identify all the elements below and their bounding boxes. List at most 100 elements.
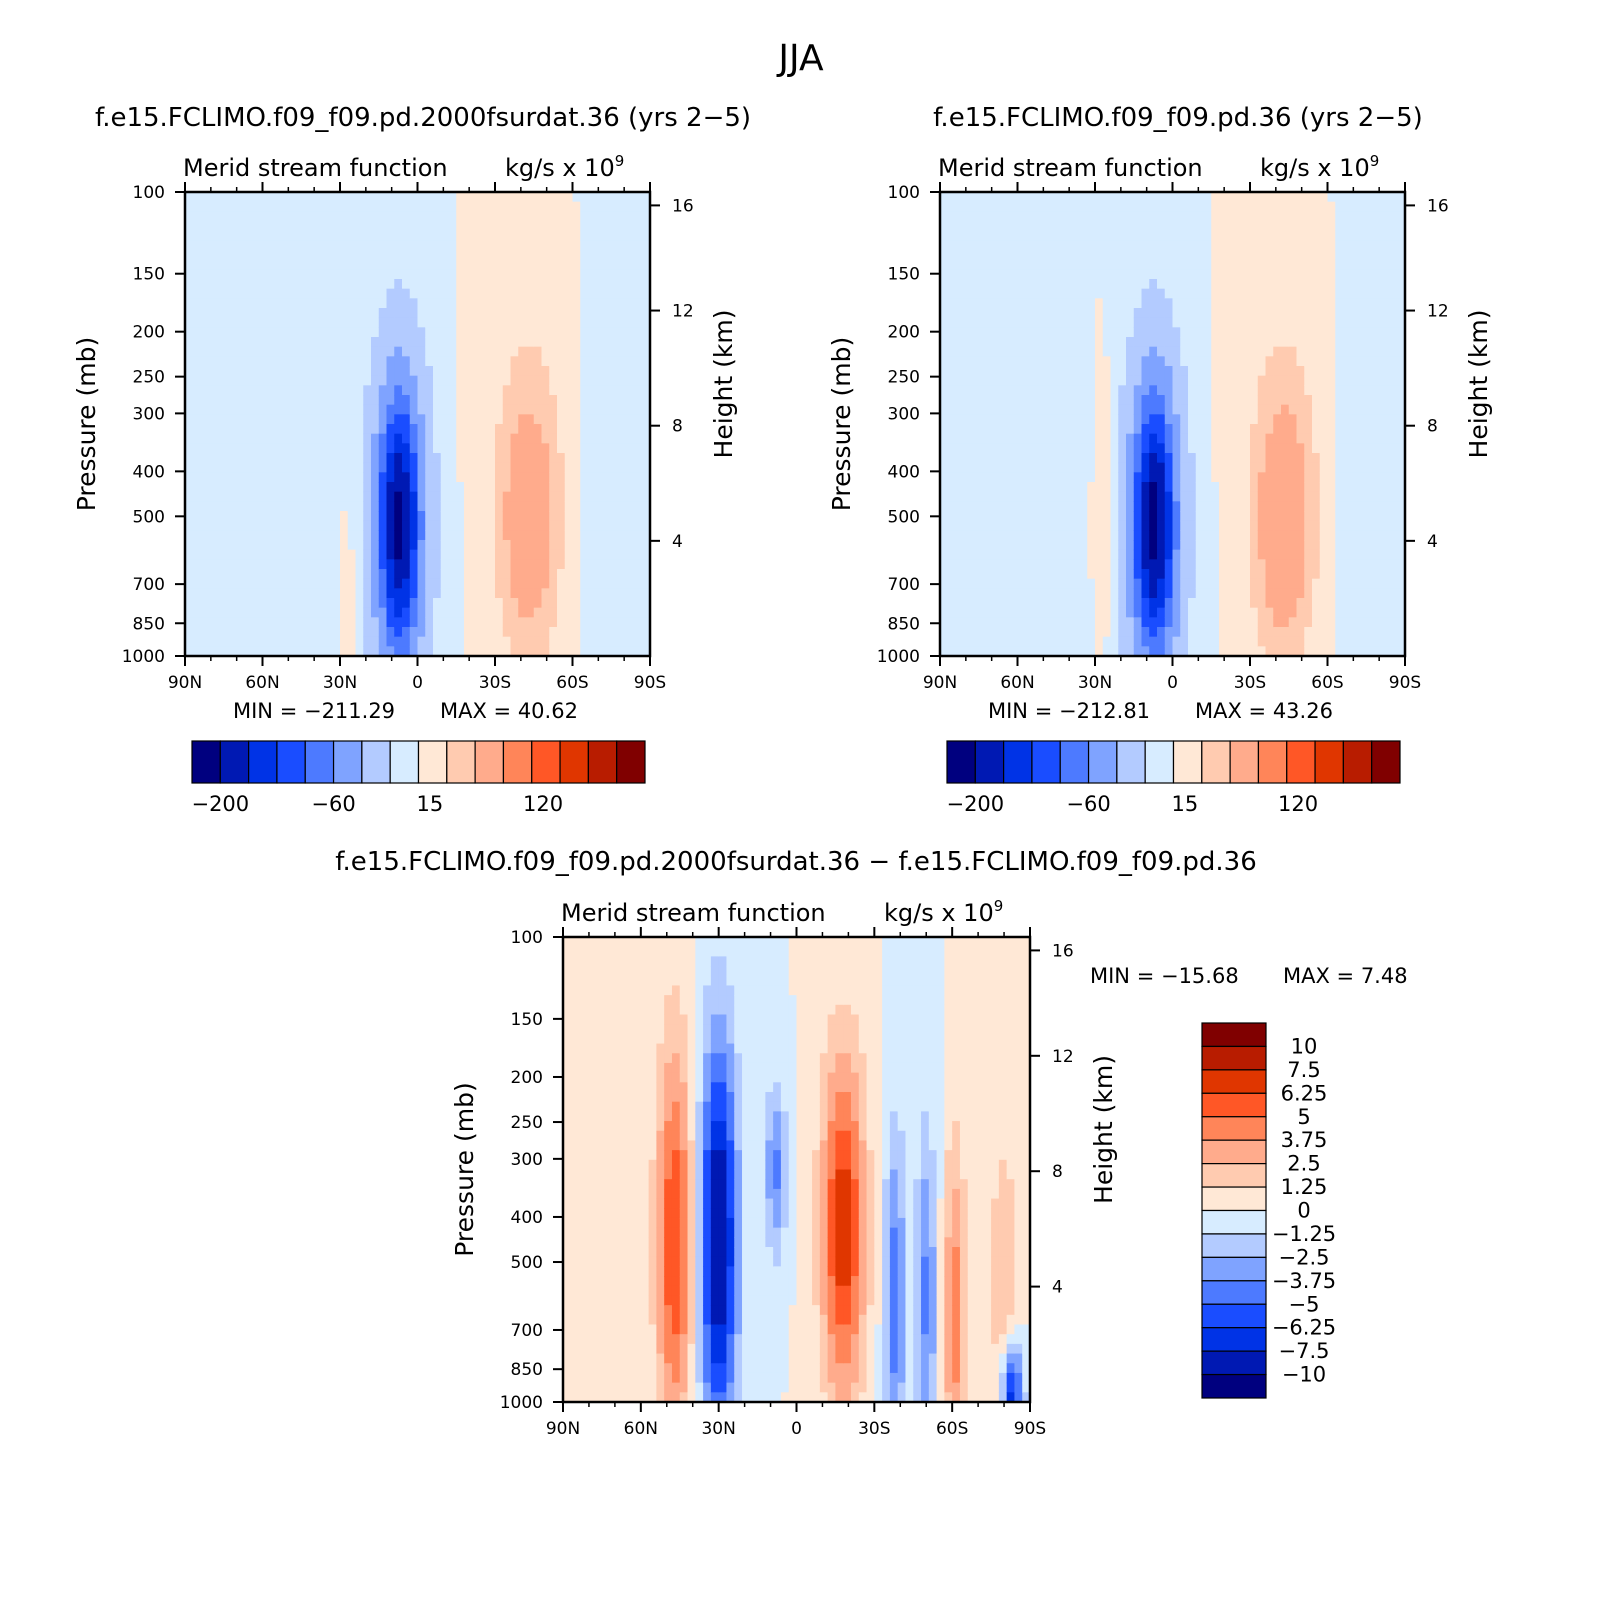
- field-cell: [440, 414, 450, 425]
- field-cell: [619, 308, 628, 319]
- field-cell: [394, 308, 403, 319]
- field-cell: [378, 636, 388, 647]
- field-cell: [208, 356, 217, 367]
- field-cell: [332, 472, 341, 483]
- field-cell: [603, 617, 612, 628]
- field-cell: [595, 511, 605, 522]
- field-cell: [456, 404, 465, 415]
- field-cell: [247, 201, 256, 212]
- field-cell: [1017, 240, 1026, 251]
- field-cell: [363, 385, 372, 396]
- field-cell: [963, 540, 972, 551]
- field-cell: [1009, 433, 1019, 444]
- field-cell: [417, 375, 426, 386]
- field-cell: [464, 192, 473, 203]
- field-cell: [1064, 269, 1073, 280]
- field-cell: [371, 279, 380, 290]
- field-cell: [223, 443, 233, 454]
- field-cell: [595, 250, 605, 261]
- field-cell: [978, 346, 988, 357]
- field-cell: [448, 462, 457, 473]
- field-cell: [557, 453, 566, 464]
- field-cell: [1250, 385, 1259, 396]
- field-cell: [239, 221, 248, 232]
- field-cell: [978, 356, 988, 367]
- field-cell: [1095, 308, 1104, 319]
- field-cell: [254, 569, 264, 580]
- field-cell: [1048, 201, 1057, 212]
- field-cell: [1195, 617, 1205, 628]
- field-cell: [971, 192, 980, 203]
- field-cell: [324, 443, 333, 454]
- field-cell: [409, 211, 419, 222]
- field-cell: [557, 230, 566, 241]
- field-cell: [347, 250, 357, 261]
- field-cell: [192, 433, 202, 444]
- field-cell: [1079, 491, 1088, 502]
- field-cell: [940, 414, 949, 425]
- field-cell: [1219, 269, 1228, 280]
- field-cell: [619, 395, 628, 406]
- field-cell: [1002, 530, 1011, 541]
- field-cell: [417, 308, 426, 319]
- field-cell: [293, 472, 302, 483]
- field-cell: [254, 375, 264, 386]
- field-cell: [642, 221, 651, 232]
- field-cell: [185, 540, 194, 551]
- y-tick-label: 150: [133, 265, 165, 285]
- field-cell: [603, 337, 612, 348]
- field-cell: [994, 414, 1003, 425]
- field-cell: [402, 250, 411, 261]
- field-cell: [309, 230, 318, 241]
- field-cell: [231, 607, 240, 618]
- field-cell: [355, 279, 364, 290]
- field-cell: [371, 511, 380, 522]
- field-cell: [526, 482, 535, 493]
- field-cell: [1017, 221, 1026, 232]
- field-cell: [1009, 356, 1019, 367]
- field-cell: [347, 298, 357, 309]
- field-cell: [626, 395, 636, 406]
- field-cell: [510, 201, 519, 212]
- field-cell: [1188, 491, 1197, 502]
- field-cell: [1118, 404, 1127, 415]
- field-cell: [479, 385, 488, 396]
- field-cell: [471, 588, 481, 599]
- y-tick-label: 200: [133, 323, 165, 343]
- field-cell: [409, 627, 419, 638]
- field-cell: [1195, 578, 1205, 589]
- field-cell: [316, 395, 326, 406]
- field-cell: [564, 559, 574, 570]
- field-cell: [394, 511, 403, 522]
- field-cell: [1048, 308, 1057, 319]
- field-cell: [986, 308, 995, 319]
- field-cell: [433, 636, 442, 647]
- field-cell: [200, 462, 209, 473]
- field-cell: [947, 453, 957, 464]
- field-cell: [1009, 559, 1019, 570]
- field-cell: [347, 337, 357, 348]
- field-cell: [1110, 549, 1119, 560]
- field-cell: [1110, 627, 1119, 638]
- field-cell: [611, 578, 620, 589]
- field-cell: [502, 646, 512, 657]
- field-cell: [386, 530, 395, 541]
- field-cell: [456, 317, 465, 328]
- field-cell: [1118, 549, 1127, 560]
- field-cell: [456, 636, 465, 647]
- field-cell: [642, 578, 651, 589]
- field-cell: [371, 482, 380, 493]
- field-cell: [557, 327, 566, 338]
- field-cell: [417, 501, 426, 512]
- field-cell: [1110, 578, 1119, 589]
- field-cell: [963, 501, 972, 512]
- field-cell: [394, 627, 403, 638]
- field-cell: [440, 453, 450, 464]
- field-cell: [619, 511, 628, 522]
- field-cell: [1226, 240, 1236, 251]
- field-cell: [580, 549, 589, 560]
- field-cell: [541, 327, 550, 338]
- field-cell: [208, 588, 217, 599]
- field-cell: [363, 491, 372, 502]
- field-cell: [254, 511, 264, 522]
